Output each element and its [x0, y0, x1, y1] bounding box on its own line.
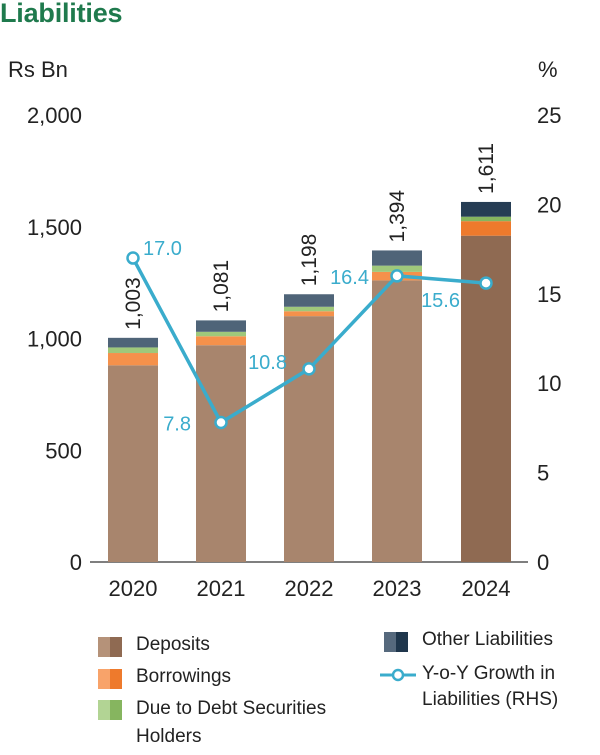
growth-line-series: 17.0 7.8 10.8 16.4 15.6: [126, 238, 493, 436]
bar-segment-due-to-debt-securities-holders: [108, 347, 158, 354]
x-tick-label: 2024: [462, 576, 511, 601]
legend-label-growth-2: Liabilities (RHS): [422, 689, 559, 710]
left-axis-label: Rs Bn: [8, 57, 68, 82]
legend-label-borrowings: Borrowings: [136, 666, 232, 687]
bar-segment-due-to-debt-securities-holders: [196, 331, 246, 337]
legend-label-growth-1: Y-o-Y Growth in: [422, 663, 556, 684]
total-label: 1,081: [210, 260, 233, 313]
legend-label-debt-securities-1: Due to Debt Securities: [136, 698, 327, 719]
x-tick-label: 2023: [373, 576, 422, 601]
right-axis-ticks: 0 5 10 15 20 25: [537, 103, 561, 575]
legend-item-borrowings: Borrowings: [98, 666, 231, 689]
total-label: 1,198: [298, 234, 321, 287]
legend-item-deposits: Deposits: [98, 634, 210, 657]
left-axis-ticks: 0 500 1,000 1,500 2,000: [27, 103, 82, 575]
left-tick-label: 1,500: [27, 215, 82, 240]
bar-segment-other-liabilities: [108, 337, 158, 348]
x-tick-label: 2020: [109, 576, 158, 601]
growth-data-label: 16.4: [330, 267, 369, 289]
deposits-swatch: [98, 637, 122, 657]
bar-segment-due-to-debt-securities-holders: [372, 265, 422, 272]
right-tick-label: 15: [537, 282, 561, 307]
growth-point: [302, 362, 316, 376]
growth-data-label: 10.8: [248, 352, 287, 374]
legend-item-growth: Y-o-Y Growth in Liabilities (RHS): [380, 663, 558, 713]
bar-segment-other-liabilities: [372, 250, 422, 266]
growth-data-label: 15.6: [421, 290, 460, 312]
left-tick-label: 500: [45, 438, 82, 463]
bar-segment-borrowings: [196, 336, 246, 346]
bar-segment-borrowings: [461, 221, 511, 236]
debt-securities-swatch: [98, 700, 122, 720]
legend-label-other-liabilities: Other Liabilities: [422, 629, 553, 650]
right-tick-label: 20: [537, 192, 561, 217]
bar-segment-deposits: [372, 280, 422, 562]
total-label: 1,611: [475, 143, 498, 194]
right-tick-label: 25: [537, 103, 561, 128]
bar-segment-borrowings: [284, 311, 334, 317]
stacked-bars: [108, 201, 511, 562]
growth-point: [390, 269, 404, 283]
growth-data-label: 7.8: [163, 414, 191, 436]
x-tick-label: 2021: [197, 576, 246, 601]
x-axis-labels: 2020 2021 2022 2023 2024: [109, 576, 511, 601]
total-labels: 1,003 1,081 1,198 1,394 1,611: [122, 143, 498, 330]
right-axis-label: %: [538, 57, 558, 82]
legend-item-other-liabilities: Other Liabilities: [384, 629, 553, 652]
growth-line-swatch: [380, 668, 416, 682]
total-label: 1,003: [122, 277, 145, 330]
growth-point: [479, 276, 493, 290]
liabilities-chart: Rs Bn % 0 500 1,000 1,500 2,000 0 5 10 15 20 25 1…: [8, 57, 561, 601]
growth-data-label: 17.0: [143, 238, 182, 260]
bar-segment-deposits: [461, 235, 511, 562]
bar-segment-deposits: [284, 316, 334, 562]
bar-segment-other-liabilities: [461, 201, 511, 217]
x-tick-label: 2022: [285, 576, 334, 601]
bar-segment-borrowings: [108, 353, 158, 366]
bar-segment-deposits: [196, 345, 246, 562]
legend-label-debt-securities-2: Holders: [136, 726, 202, 747]
other-liabilities-swatch: [384, 632, 408, 652]
bar-segment-deposits: [108, 365, 158, 562]
right-tick-label: 5: [537, 461, 549, 486]
bar-segment-due-to-debt-securities-holders: [284, 306, 334, 312]
bar-segment-other-liabilities: [284, 294, 334, 307]
growth-point: [126, 251, 140, 265]
legend-label-deposits: Deposits: [136, 634, 210, 655]
bar-segment-due-to-debt-securities-holders: [461, 216, 511, 222]
right-tick-label: 0: [537, 550, 549, 575]
left-tick-label: 0: [70, 550, 82, 575]
legend-item-debt-securities: Due to Debt Securities Holders: [98, 697, 326, 751]
right-tick-label: 10: [537, 371, 561, 396]
bar-segment-other-liabilities: [196, 320, 246, 332]
chart-title: Liabilities: [0, 0, 123, 28]
left-tick-label: 1,000: [27, 327, 82, 352]
borrowings-swatch: [98, 669, 122, 689]
total-label: 1,394: [386, 190, 409, 243]
growth-point: [214, 415, 228, 430]
left-tick-label: 2,000: [27, 103, 82, 128]
